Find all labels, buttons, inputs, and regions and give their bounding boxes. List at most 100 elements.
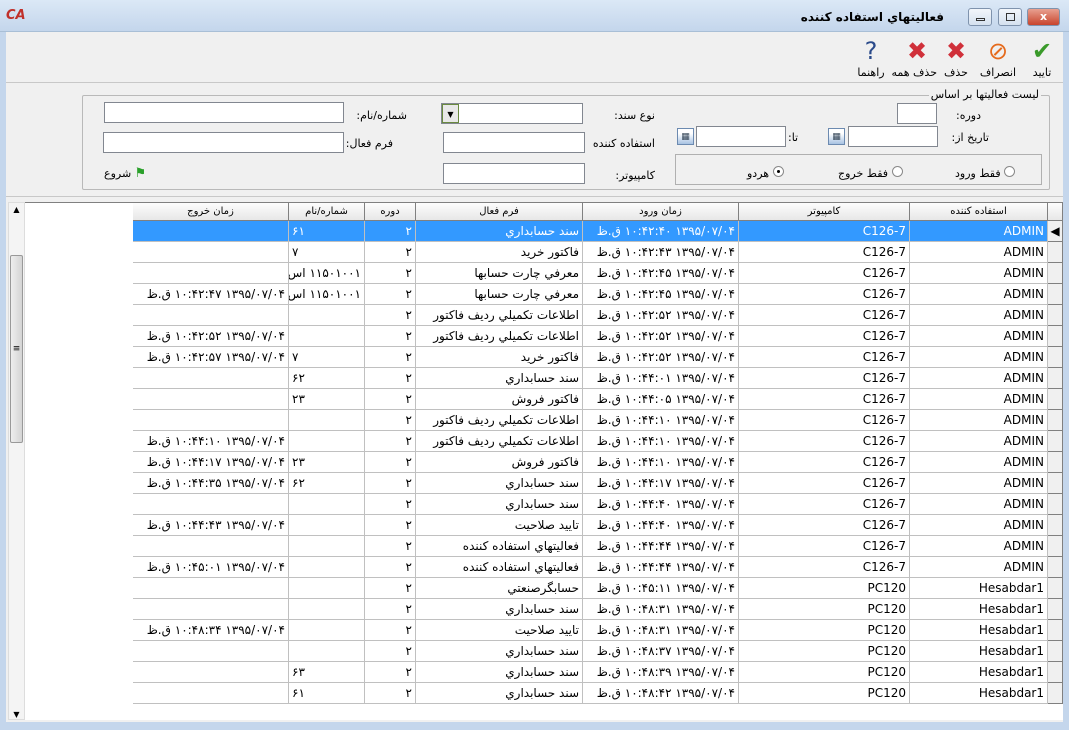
- check-button[interactable]: ✔ تایید: [1022, 36, 1062, 79]
- table-cell[interactable]: معرفي چارت حسابها: [416, 284, 583, 305]
- table-cell[interactable]: ۱۳۹۵/۰۷/۰۴ ۱۰:۴۴:۳۵ ق.ظ: [133, 473, 289, 494]
- table-cell[interactable]: C126-7: [739, 494, 910, 515]
- table-cell[interactable]: [133, 389, 289, 410]
- table-cell[interactable]: [133, 494, 289, 515]
- table-cell[interactable]: [133, 305, 289, 326]
- row-indicator[interactable]: [1048, 641, 1063, 662]
- cancel-button[interactable]: ⊘ انصراف: [978, 36, 1018, 79]
- doc-type-select[interactable]: ▼: [441, 103, 583, 124]
- table-cell[interactable]: اطلاعات تكميلي رديف فاكتور: [416, 410, 583, 431]
- table-cell[interactable]: ۶۱: [289, 683, 365, 704]
- table-cell[interactable]: اطلاعات تكميلي رديف فاكتور: [416, 431, 583, 452]
- row-indicator[interactable]: [1048, 284, 1063, 305]
- row-indicator[interactable]: ◀: [1048, 221, 1063, 242]
- scroll-thumb[interactable]: ≡: [10, 255, 23, 443]
- table-cell[interactable]: ۱۳۹۵/۰۷/۰۴ ۱۰:۴۲:۵۷ ق.ظ: [133, 347, 289, 368]
- table-cell[interactable]: [133, 662, 289, 683]
- table-cell[interactable]: ADMIN: [910, 305, 1048, 326]
- help-button[interactable]: ? راهنما: [851, 36, 891, 79]
- radio-icon[interactable]: [1004, 166, 1016, 177]
- table-cell[interactable]: [133, 641, 289, 662]
- table-cell[interactable]: C126-7: [739, 368, 910, 389]
- table-cell[interactable]: [289, 578, 365, 599]
- table-cell[interactable]: [289, 515, 365, 536]
- table-cell[interactable]: ۱۳۹۵/۰۷/۰۴ ۱۰:۴۸:۳۷ ق.ظ: [583, 641, 739, 662]
- row-indicator[interactable]: [1048, 347, 1063, 368]
- table-cell[interactable]: ۲: [365, 620, 416, 641]
- table-cell[interactable]: [133, 263, 289, 284]
- table-cell[interactable]: ۱۳۹۵/۰۷/۰۴ ۱۰:۴۴:۴۰ ق.ظ: [583, 494, 739, 515]
- table-cell[interactable]: سند حسابداري: [416, 221, 583, 242]
- table-cell[interactable]: ADMIN: [910, 473, 1048, 494]
- table-cell[interactable]: [133, 221, 289, 242]
- table-cell[interactable]: سند حسابداري: [416, 599, 583, 620]
- table-cell[interactable]: ADMIN: [910, 494, 1048, 515]
- table-cell[interactable]: ADMIN: [910, 431, 1048, 452]
- table-cell[interactable]: ۱۳۹۵/۰۷/۰۴ ۱۰:۴۸:۳۹ ق.ظ: [583, 662, 739, 683]
- table-cell[interactable]: فعاليتهاي استفاده كننده: [416, 536, 583, 557]
- radio-icon[interactable]: [891, 166, 903, 177]
- table-cell[interactable]: ۱۳۹۵/۰۷/۰۴ ۱۰:۴۴:۰۵ ق.ظ: [583, 389, 739, 410]
- table-cell[interactable]: فاكتور فروش: [416, 452, 583, 473]
- table-cell[interactable]: C126-7: [739, 221, 910, 242]
- delete-all-button[interactable]: ✖ حذف همه: [891, 36, 937, 79]
- radio-icon[interactable]: [772, 166, 784, 177]
- table-cell[interactable]: فاكتور فروش: [416, 389, 583, 410]
- table-cell[interactable]: [133, 242, 289, 263]
- table-cell[interactable]: ۲: [365, 494, 416, 515]
- table-cell[interactable]: سند حسابداري: [416, 494, 583, 515]
- table-cell[interactable]: ADMIN: [910, 389, 1048, 410]
- form-input[interactable]: [103, 132, 344, 153]
- table-cell[interactable]: ۶۳: [289, 662, 365, 683]
- row-indicator[interactable]: [1048, 473, 1063, 494]
- table-cell[interactable]: PC120: [739, 662, 910, 683]
- number-input[interactable]: [104, 102, 344, 123]
- table-cell[interactable]: ۱۳۹۵/۰۷/۰۴ ۱۰:۴۲:۴۷ ق.ظ: [133, 284, 289, 305]
- table-cell[interactable]: [289, 620, 365, 641]
- table-cell[interactable]: [133, 536, 289, 557]
- table-cell[interactable]: ۲: [365, 284, 416, 305]
- table-cell[interactable]: ۱۳۹۵/۰۷/۰۴ ۱۰:۴۸:۴۲ ق.ظ: [583, 683, 739, 704]
- table-cell[interactable]: تاييد صلاحيت: [416, 515, 583, 536]
- radio-both[interactable]: هردو: [747, 166, 784, 180]
- table-cell[interactable]: ADMIN: [910, 368, 1048, 389]
- row-indicator[interactable]: [1048, 452, 1063, 473]
- table-cell[interactable]: C126-7: [739, 536, 910, 557]
- date-from-input[interactable]: [848, 126, 938, 147]
- table-cell[interactable]: PC120: [739, 641, 910, 662]
- table-cell[interactable]: C126-7: [739, 431, 910, 452]
- table-cell[interactable]: فاكتور خريد: [416, 242, 583, 263]
- table-cell[interactable]: فعاليتهاي استفاده كننده: [416, 557, 583, 578]
- row-indicator[interactable]: [1048, 263, 1063, 284]
- row-indicator[interactable]: [1048, 578, 1063, 599]
- table-cell[interactable]: حسابگرصنعتي: [416, 578, 583, 599]
- table-cell[interactable]: ۲: [365, 263, 416, 284]
- table-cell[interactable]: سند حسابداري: [416, 641, 583, 662]
- table-cell[interactable]: ۲: [365, 326, 416, 347]
- radio-entry-only[interactable]: فقط ورود: [955, 166, 1016, 180]
- column-header[interactable]: زمان خروج: [133, 203, 289, 221]
- table-cell[interactable]: سند حسابداري: [416, 662, 583, 683]
- table-cell[interactable]: ADMIN: [910, 410, 1048, 431]
- table-cell[interactable]: ADMIN: [910, 557, 1048, 578]
- table-cell[interactable]: [133, 683, 289, 704]
- calendar-icon[interactable]: ▦: [677, 128, 694, 145]
- table-cell[interactable]: ۱۳۹۵/۰۷/۰۴ ۱۰:۴۴:۴۴ ق.ظ: [583, 536, 739, 557]
- table-cell[interactable]: C126-7: [739, 326, 910, 347]
- table-cell[interactable]: ADMIN: [910, 515, 1048, 536]
- table-cell[interactable]: Hesabdar1: [910, 683, 1048, 704]
- table-cell[interactable]: C126-7: [739, 242, 910, 263]
- row-indicator[interactable]: [1048, 368, 1063, 389]
- table-cell[interactable]: PC120: [739, 620, 910, 641]
- delete-button[interactable]: ✖ حذف: [936, 36, 976, 79]
- table-cell[interactable]: ۱۳۹۵/۰۷/۰۴ ۱۰:۴۴:۴۴ ق.ظ: [583, 557, 739, 578]
- table-cell[interactable]: ۱۳۹۵/۰۷/۰۴ ۱۰:۴۴:۱۷ ق.ظ: [583, 473, 739, 494]
- start-button[interactable]: شروع ⚑: [104, 166, 147, 181]
- table-cell[interactable]: اطلاعات تكميلي رديف فاكتور: [416, 305, 583, 326]
- calendar-icon[interactable]: ▦: [828, 128, 845, 145]
- table-cell[interactable]: ۲: [365, 599, 416, 620]
- period-input[interactable]: [897, 103, 937, 124]
- table-cell[interactable]: ۲: [365, 410, 416, 431]
- table-cell[interactable]: ۱۱۵۰۱۰۰۱ اس: [289, 284, 365, 305]
- table-cell[interactable]: ADMIN: [910, 221, 1048, 242]
